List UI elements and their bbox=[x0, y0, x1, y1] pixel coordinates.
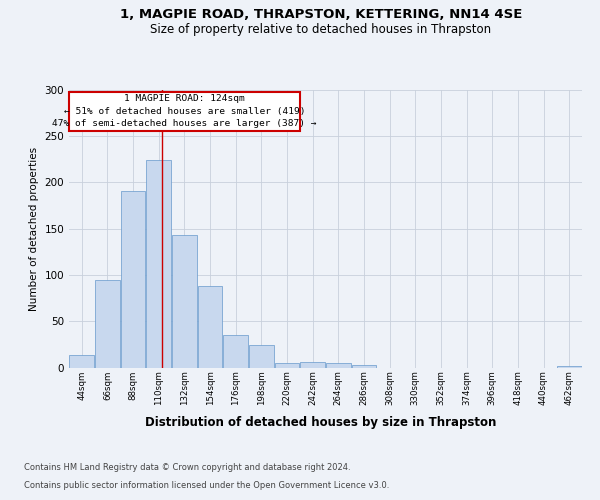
Bar bbox=[69, 92, 300, 130]
Bar bbox=[326, 363, 350, 368]
Y-axis label: Number of detached properties: Number of detached properties bbox=[29, 146, 39, 311]
Bar bbox=[301, 362, 325, 368]
Text: Contains HM Land Registry data © Crown copyright and database right 2024.: Contains HM Land Registry data © Crown c… bbox=[24, 464, 350, 472]
Text: 1 MAGPIE ROAD: 124sqm
← 51% of detached houses are smaller (419)
47% of semi-det: 1 MAGPIE ROAD: 124sqm ← 51% of detached … bbox=[52, 94, 317, 128]
Bar bbox=[198, 286, 223, 368]
Bar bbox=[557, 366, 581, 368]
Bar bbox=[95, 280, 120, 368]
Bar bbox=[249, 346, 274, 368]
Text: Size of property relative to detached houses in Thrapston: Size of property relative to detached ho… bbox=[151, 22, 491, 36]
Bar bbox=[352, 364, 376, 368]
Bar bbox=[121, 191, 145, 368]
Bar bbox=[146, 160, 171, 368]
Bar bbox=[172, 235, 197, 368]
Bar bbox=[70, 354, 94, 368]
Text: 1, MAGPIE ROAD, THRAPSTON, KETTERING, NN14 4SE: 1, MAGPIE ROAD, THRAPSTON, KETTERING, NN… bbox=[120, 8, 522, 20]
Bar bbox=[223, 335, 248, 368]
Text: Distribution of detached houses by size in Thrapston: Distribution of detached houses by size … bbox=[145, 416, 497, 429]
Text: Contains public sector information licensed under the Open Government Licence v3: Contains public sector information licen… bbox=[24, 481, 389, 490]
Bar bbox=[275, 363, 299, 368]
